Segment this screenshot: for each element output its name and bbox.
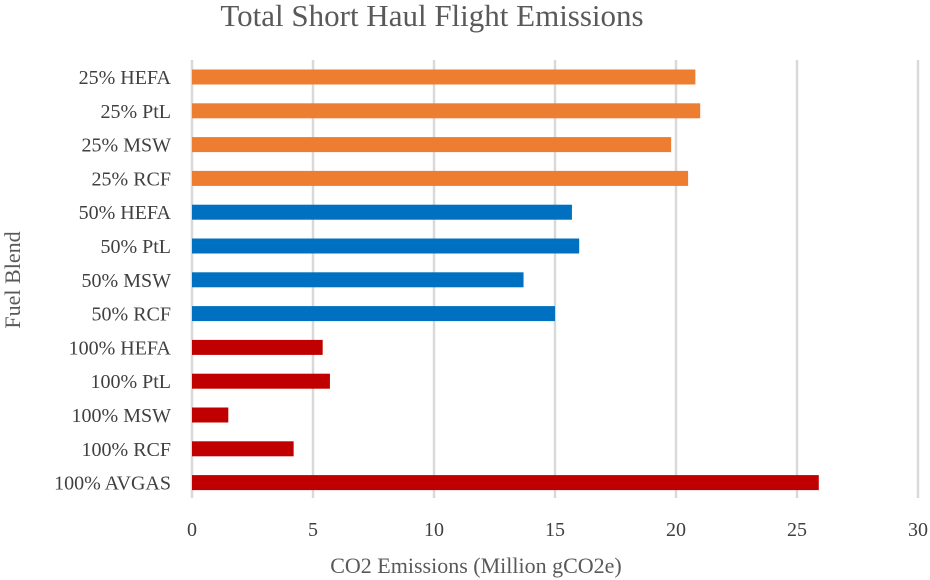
y-axis-title: Fuel Blend <box>0 231 25 328</box>
x-tick-label: 5 <box>308 519 318 541</box>
category-label: 25% HEFA <box>79 67 172 89</box>
bars <box>192 69 819 491</box>
x-axis-title: CO2 Emissions (Million gCO2e) <box>330 553 622 578</box>
bar <box>192 170 689 186</box>
category-label: 25% PtL <box>100 101 171 123</box>
chart-title: Total Short Haul Flight Emissions <box>220 0 643 33</box>
category-label: 100% RCF <box>82 439 171 461</box>
x-tick-label: 10 <box>424 519 444 541</box>
category-label: 25% RCF <box>92 168 171 190</box>
bar <box>192 272 524 288</box>
bar <box>192 103 701 119</box>
category-label: 100% MSW <box>72 405 172 427</box>
x-tick-label: 30 <box>908 519 928 541</box>
category-label: 100% AVGAS <box>54 473 171 495</box>
bar <box>192 373 330 389</box>
category-label: 50% HEFA <box>79 202 172 224</box>
category-label: 50% MSW <box>82 270 172 292</box>
category-label: 50% PtL <box>100 236 171 258</box>
bar <box>192 441 294 457</box>
category-label: 50% RCF <box>92 304 171 326</box>
category-labels: 25% HEFA 25% PtL 25% MSW 25% RCF 50% HEFA 50%… <box>54 67 171 495</box>
bar <box>192 339 323 355</box>
bar <box>192 204 572 220</box>
category-label: 25% MSW <box>82 135 172 157</box>
bar <box>192 407 229 423</box>
x-tick-label: 20 <box>666 519 686 541</box>
x-tick-label: 0 <box>187 519 197 541</box>
x-tick-label: 25 <box>787 519 807 541</box>
bar <box>192 238 580 254</box>
category-label: 100% HEFA <box>69 337 172 359</box>
bar <box>192 475 819 491</box>
bar <box>192 137 672 153</box>
category-label: 100% PtL <box>90 371 171 393</box>
x-tick-label: 15 <box>545 519 565 541</box>
x-tick-labels: 0 5 10 15 20 25 30 <box>187 519 928 541</box>
bar <box>192 306 555 322</box>
bar <box>192 69 696 85</box>
